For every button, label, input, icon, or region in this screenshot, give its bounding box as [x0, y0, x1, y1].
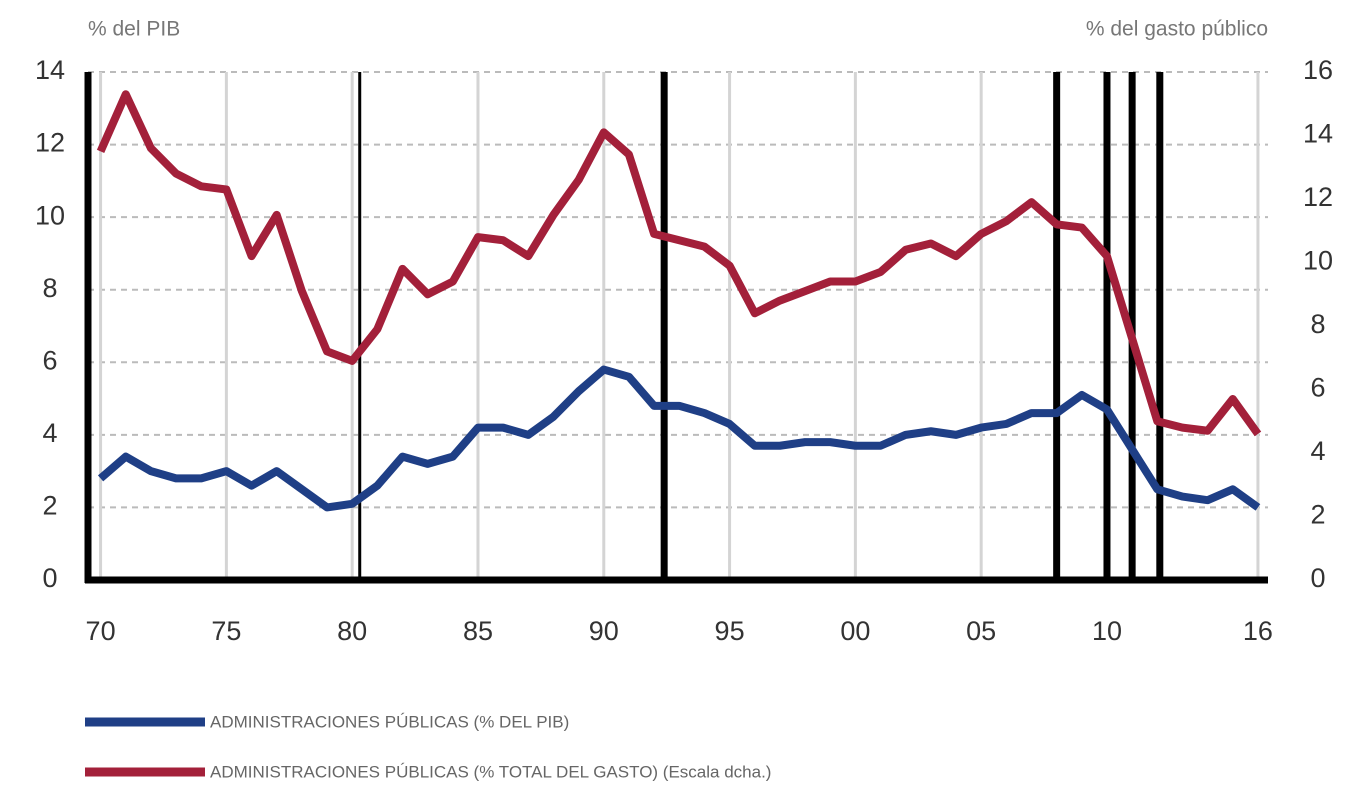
y-tick-label: 10 [35, 200, 65, 230]
data-line [96, 90, 1262, 437]
data-line [97, 365, 1261, 512]
y2-tick-label: 2 [1310, 500, 1325, 530]
y2-tick-label: 8 [1310, 309, 1325, 339]
x-tick-label: 90 [589, 616, 619, 646]
x-tick-label: 16 [1243, 616, 1273, 646]
y-tick-label: 6 [42, 345, 57, 375]
y2-tick-label: 6 [1310, 373, 1325, 403]
y2-tick-label: 0 [1310, 563, 1325, 593]
y-tick-label: 12 [35, 128, 65, 158]
y-axis-title: % del PIB [88, 18, 180, 41]
x-tick-label: 95 [715, 616, 745, 646]
y-tick-label: 14 [35, 55, 65, 85]
x-tick-label: 10 [1092, 616, 1122, 646]
x-tick-label: 85 [463, 616, 493, 646]
legend-label: ADMINISTRACIONES PÚBLICAS (% TOTAL DEL G… [210, 762, 771, 781]
y-tick-label: 4 [42, 418, 57, 448]
x-tick-label: 05 [966, 616, 996, 646]
y2-axis-title: % del gasto público [1086, 18, 1268, 41]
x-tick-label: 70 [86, 616, 116, 646]
y-tick-label: 8 [42, 273, 57, 303]
y2-tick-label: 4 [1310, 436, 1325, 466]
y-tick-label: 0 [42, 563, 57, 593]
y2-tick-label: 10 [1303, 246, 1333, 276]
x-tick-label: 00 [840, 616, 870, 646]
legend-label: ADMINISTRACIONES PÚBLICAS (% DEL PIB) [210, 712, 569, 731]
y2-tick-label: 12 [1303, 182, 1333, 212]
y2-tick-label: 14 [1303, 119, 1333, 149]
y-tick-label: 2 [42, 491, 57, 521]
x-tick-label: 80 [337, 616, 367, 646]
y2-tick-label: 16 [1303, 55, 1333, 85]
x-tick-label: 75 [211, 616, 241, 646]
